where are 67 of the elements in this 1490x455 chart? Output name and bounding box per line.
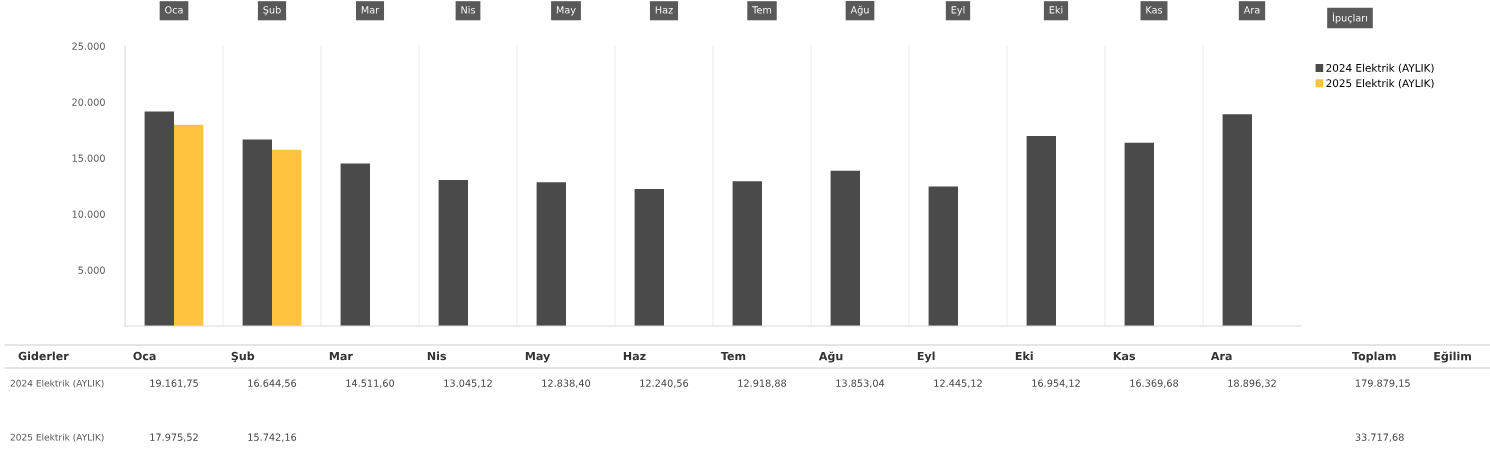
- category-label: Mar: [361, 6, 380, 14]
- x-tick-label: May: [525, 351, 551, 363]
- data-label: 16.954,12: [1032, 379, 1080, 388]
- x-tick-label: Ara: [1210, 351, 1232, 361]
- category-label: Nis: [461, 6, 476, 14]
- x-tick-label: Nis: [427, 351, 447, 361]
- bar: [1124, 142, 1154, 326]
- bar: [272, 149, 302, 326]
- data-label: 12.240,56: [640, 379, 689, 388]
- category-label: Oca: [165, 6, 183, 14]
- data-label: 12.445,12: [934, 379, 982, 388]
- text: Toplam: [1352, 351, 1396, 363]
- x-tick-label: Kas: [1113, 351, 1136, 361]
- y-tick-label: 5.000: [78, 266, 105, 274]
- bar: [928, 186, 958, 326]
- data-label: 12.918,88: [738, 379, 787, 388]
- data-label: 15.742,16: [248, 433, 297, 442]
- x-tick-label: Eyl: [917, 351, 935, 363]
- data-label: 13.045,12: [444, 379, 492, 388]
- data-label: 18.896,32: [1228, 379, 1276, 388]
- category-label: Eki: [1049, 6, 1063, 14]
- category-label: Ara: [1243, 6, 1260, 14]
- bar: [1026, 136, 1056, 326]
- data-label: 13.853,04: [836, 379, 885, 388]
- legend-label: 2024 Elektrik (AYLIK): [1326, 63, 1434, 74]
- x-tick-label: Ağu: [818, 351, 843, 363]
- y-tick-label: 15.000: [72, 154, 105, 162]
- category-label: Ağu: [850, 5, 869, 16]
- y-tick-label: 20.000: [72, 98, 105, 106]
- category-label: Tem: [752, 6, 772, 14]
- bar: [1222, 114, 1252, 326]
- bar: [634, 188, 664, 326]
- text: 2024 Elektrik (AYLIK): [10, 379, 104, 388]
- category-label: May: [556, 6, 576, 16]
- x-tick-label: Eki: [1015, 351, 1033, 361]
- data-label: 19.161,75: [150, 379, 198, 388]
- legend-label: 2025 Elektrik (AYLIK): [1326, 79, 1434, 89]
- bar: [536, 182, 566, 326]
- x-tick-label: Oca: [133, 351, 156, 361]
- bar: [438, 179, 468, 326]
- bar: [340, 163, 370, 326]
- x-tick-label: Haz: [623, 351, 646, 361]
- category-label: Kas: [1146, 6, 1163, 14]
- bar: [830, 170, 860, 326]
- bar: [242, 139, 272, 326]
- y-tick-label: 10.000: [72, 210, 105, 218]
- x-tick-label: Tem: [720, 351, 746, 361]
- bar: [174, 124, 204, 326]
- category-label: Haz: [655, 6, 673, 14]
- bar: [732, 181, 762, 326]
- x-tick-label: Şub: [231, 351, 255, 363]
- text: Giderler: [18, 351, 69, 361]
- text: Eğilim: [1434, 351, 1471, 363]
- text: 179.879,15: [1355, 379, 1410, 388]
- category-label: Eyl: [951, 6, 965, 16]
- y-tick-label: 25.000: [72, 42, 105, 50]
- data-label: 16.644,56: [248, 379, 297, 388]
- data-label: 14.511,60: [346, 379, 395, 388]
- text: 2025 Elektrik (AYLIK): [10, 433, 104, 442]
- x-tick-label: Mar: [329, 351, 353, 361]
- data-label: 16.369,68: [1130, 379, 1179, 388]
- data-label: 12.838,40: [542, 379, 591, 388]
- text: İpuçları: [1333, 12, 1368, 24]
- data-label: 17.975,52: [150, 433, 198, 442]
- category-label: Şub: [263, 6, 281, 16]
- bar: [144, 111, 174, 326]
- text: 33.717,68: [1355, 433, 1404, 442]
